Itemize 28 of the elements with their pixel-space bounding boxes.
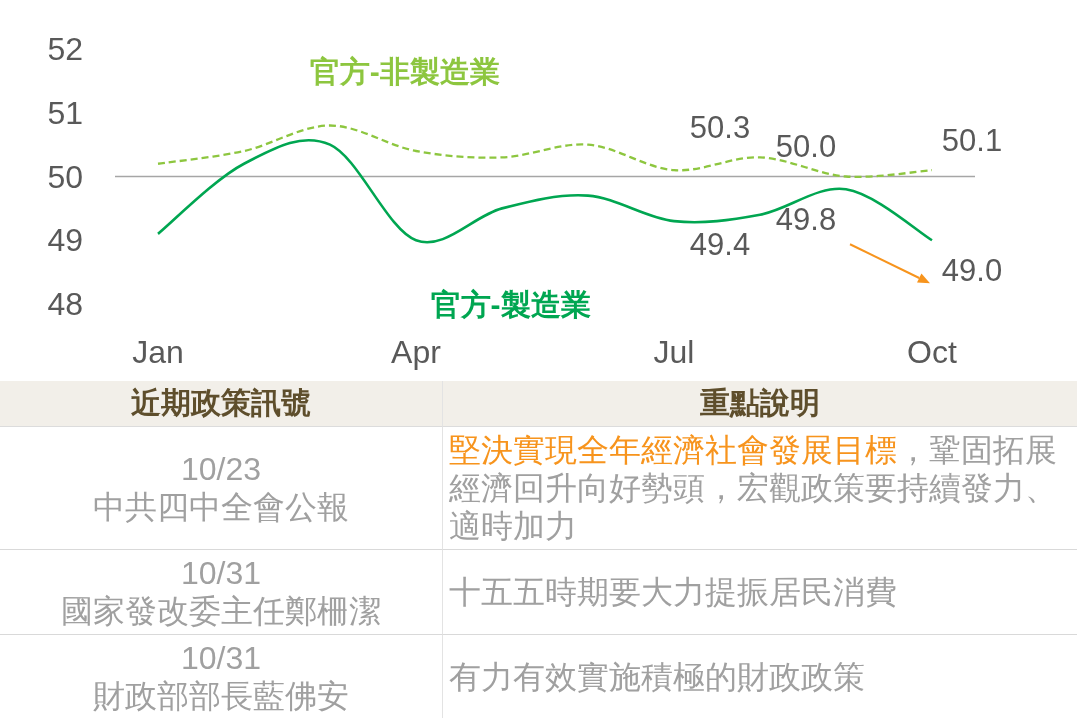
data-label: 49.4 xyxy=(689,227,751,263)
x-tick-label: Jul xyxy=(653,334,695,370)
series-label: 官方-製造業 xyxy=(430,287,591,321)
data-label: 49.8 xyxy=(775,201,837,237)
text: 10/31 xyxy=(180,554,262,592)
text: 10/31 xyxy=(180,639,262,677)
category-label: 重點說明 xyxy=(442,381,1077,427)
category-label: 近期政策訊號 xyxy=(0,381,442,427)
y-tick-label: 48 xyxy=(47,286,83,322)
x-tick-label: Jan xyxy=(132,334,184,370)
y-tick-label: 51 xyxy=(47,94,83,131)
text: 財政部部長藍佛安 xyxy=(93,677,349,715)
text: 有力有效實施積極的財政政策 xyxy=(449,658,866,696)
series-label: 官方-非製造業 xyxy=(309,54,500,88)
x-tick-label: Apr xyxy=(391,334,442,370)
y-tick-label: 49 xyxy=(47,222,83,259)
text: 國家發改委主任鄭柵潔 xyxy=(61,592,381,630)
data-label: 50.3 xyxy=(689,109,751,145)
text: 堅決實現全年經濟社會發展目標，鞏固拓展經濟回升向好勢頭，宏觀政策要持續發力、適時加力 xyxy=(449,431,1058,545)
y-tick-label: 52 xyxy=(47,31,83,67)
data-label: 49.0 xyxy=(941,252,1003,288)
y-tick-label: 50 xyxy=(47,158,83,195)
text: 10/23 xyxy=(180,450,262,488)
data-label: 50.1 xyxy=(941,122,1003,158)
text: 中共四中全會公報 xyxy=(93,488,349,526)
text: 十五五時期要大力提振居民消費 xyxy=(449,573,898,611)
x-tick-label: Oct xyxy=(907,334,957,370)
data-label: 50.0 xyxy=(775,129,837,164)
